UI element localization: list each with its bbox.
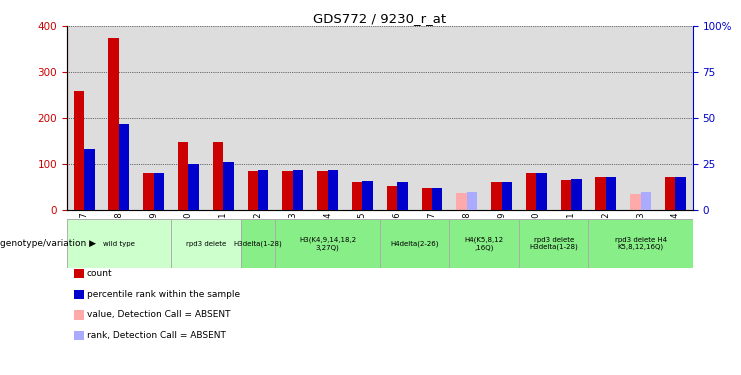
Text: rpd3 delete
H3delta(1-28): rpd3 delete H3delta(1-28) (529, 237, 578, 250)
Bar (491, 182, 502, 210)
Bar (293, 170, 303, 210)
Bar (223, 162, 233, 210)
Bar (588, 219, 693, 268)
Bar (519, 26, 554, 210)
Bar (213, 142, 223, 210)
Bar (247, 171, 258, 210)
Bar (73, 92, 84, 210)
Bar (282, 171, 293, 210)
Bar (241, 26, 276, 210)
Bar (171, 219, 241, 268)
Bar (206, 26, 241, 210)
Text: H3(K4,9,14,18,2
3,27Q): H3(K4,9,14,18,2 3,27Q) (299, 237, 356, 251)
Bar (449, 26, 484, 210)
Text: H4delta(2-26): H4delta(2-26) (391, 240, 439, 247)
Bar (526, 173, 536, 210)
Text: genotype/variation ▶: genotype/variation ▶ (0, 239, 96, 248)
Text: count: count (87, 269, 113, 278)
Text: rank, Detection Call = ABSENT: rank, Detection Call = ABSENT (87, 331, 225, 340)
Bar (432, 188, 442, 210)
Bar (188, 164, 199, 210)
Bar (136, 26, 171, 210)
Bar (108, 38, 119, 210)
Bar (502, 183, 512, 210)
Bar (241, 219, 276, 268)
Bar (630, 194, 641, 210)
Bar (387, 186, 397, 210)
Bar (536, 173, 547, 210)
Text: value, Detection Call = ABSENT: value, Detection Call = ABSENT (87, 310, 230, 320)
Bar (119, 124, 129, 210)
Bar (467, 192, 477, 210)
Bar (658, 26, 693, 210)
Bar (484, 26, 519, 210)
Bar (397, 183, 408, 210)
Bar (84, 149, 95, 210)
Bar (317, 171, 328, 210)
Bar (352, 182, 362, 210)
Bar (596, 177, 606, 210)
Bar (665, 177, 676, 210)
Bar (554, 26, 588, 210)
Bar (676, 177, 686, 210)
Text: wild type: wild type (103, 241, 135, 247)
Bar (456, 192, 467, 210)
Bar (379, 26, 414, 210)
Bar (379, 219, 449, 268)
Bar (571, 179, 582, 210)
Text: H4(K5,8,12
,16Q): H4(K5,8,12 ,16Q) (465, 237, 504, 251)
Bar (67, 26, 102, 210)
Bar (345, 26, 379, 210)
Bar (153, 173, 164, 210)
Bar (102, 26, 136, 210)
Bar (588, 26, 623, 210)
Title: GDS772 / 9230_r_at: GDS772 / 9230_r_at (313, 12, 446, 25)
Bar (641, 192, 651, 210)
Bar (143, 173, 153, 210)
Bar (276, 219, 379, 268)
Bar (328, 170, 338, 210)
Bar (310, 26, 345, 210)
Text: percentile rank within the sample: percentile rank within the sample (87, 290, 240, 299)
Bar (258, 170, 268, 210)
Text: H3delta(1-28): H3delta(1-28) (233, 240, 282, 247)
Bar (362, 181, 373, 210)
Bar (561, 180, 571, 210)
Bar (519, 219, 588, 268)
Bar (178, 142, 188, 210)
Bar (606, 177, 617, 210)
Bar (171, 26, 206, 210)
Bar (67, 219, 171, 268)
Bar (623, 26, 658, 210)
Text: rpd3 delete: rpd3 delete (186, 241, 226, 247)
Bar (414, 26, 449, 210)
Text: rpd3 delete H4
K5,8,12,16Q): rpd3 delete H4 K5,8,12,16Q) (614, 237, 667, 250)
Bar (422, 188, 432, 210)
Bar (276, 26, 310, 210)
Bar (449, 219, 519, 268)
